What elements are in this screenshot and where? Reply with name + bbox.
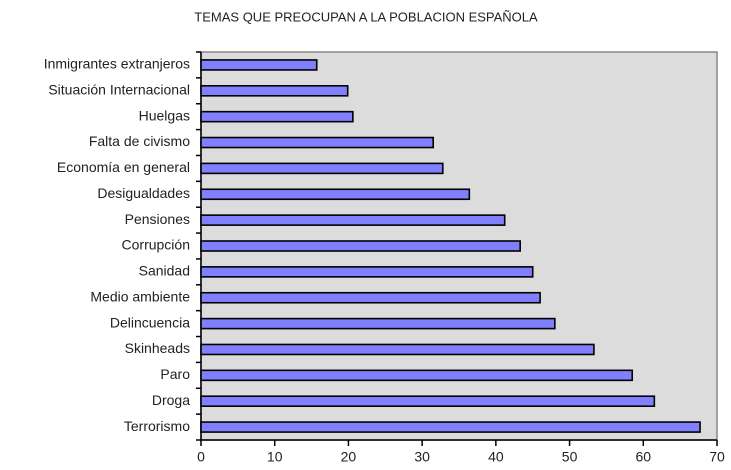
bar <box>200 266 534 278</box>
y-tick-label: Skinheads <box>125 340 190 356</box>
bar <box>200 240 521 252</box>
x-tick-label: 50 <box>562 449 578 465</box>
x-tick-label: 0 <box>197 449 205 465</box>
y-tick-label: Paro <box>160 366 190 382</box>
bar <box>200 317 556 330</box>
x-tick-label: 30 <box>414 449 430 465</box>
bar <box>200 214 506 226</box>
bar <box>200 136 434 149</box>
y-tick-label: Huelgas <box>139 107 190 123</box>
x-tick-label: 60 <box>635 449 651 465</box>
bar <box>200 421 701 433</box>
bar <box>200 291 541 304</box>
x-tick-label: 10 <box>267 449 283 465</box>
bar <box>200 85 349 97</box>
bar <box>200 162 444 175</box>
y-tick-label: Sanidad <box>139 263 190 279</box>
y-tick-label: Delincuencia <box>110 314 190 330</box>
bar <box>200 110 354 123</box>
y-tick-label: Situación Internacional <box>48 82 190 98</box>
y-tick-label: Inmigrantes extranjeros <box>44 56 190 72</box>
x-tick-label: 20 <box>341 449 357 465</box>
y-tick-label: Medio ambiente <box>90 288 190 304</box>
y-tick-label: Terrorismo <box>124 418 190 434</box>
bar <box>200 369 634 382</box>
chart-title: TEMAS QUE PREOCUPAN A LA POBLACION ESPAÑ… <box>194 9 538 24</box>
y-tick-label: Droga <box>152 392 190 408</box>
x-tick-label: 70 <box>709 449 725 465</box>
y-tick-label: Corrupción <box>122 237 190 253</box>
bar <box>200 395 656 408</box>
y-tick-label: Desigualdades <box>97 185 190 201</box>
bar <box>200 343 595 356</box>
y-tick-label: Falta de civismo <box>89 133 190 149</box>
y-tick-label: Pensiones <box>125 211 190 227</box>
y-tick-label: Economía en general <box>57 159 190 175</box>
bar <box>200 59 318 71</box>
x-tick-label: 40 <box>488 449 504 465</box>
bar <box>200 188 471 201</box>
